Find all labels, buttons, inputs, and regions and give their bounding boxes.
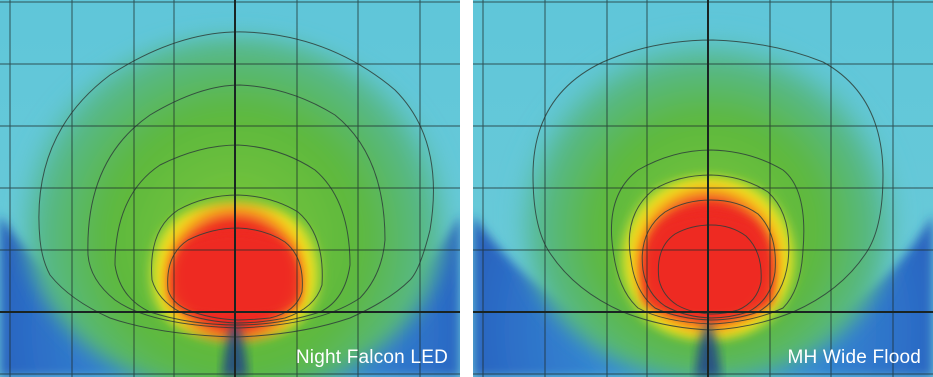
isolux-plot-right <box>473 0 933 377</box>
contour-4 <box>151 194 323 324</box>
grid-lines <box>473 0 933 377</box>
panel-label: MH Wide Flood <box>787 347 921 368</box>
axis-lines <box>473 0 933 377</box>
panel-mh-wide-flood: MH Wide Flood <box>473 0 933 377</box>
panel-label: Night Falcon LED <box>295 347 448 368</box>
grid-lines <box>0 0 460 377</box>
contour-5 <box>167 227 303 321</box>
contour-2 <box>87 84 386 329</box>
contour-3 <box>628 174 790 321</box>
contour-5 <box>657 224 762 315</box>
axis-lines <box>0 0 460 377</box>
contour-3 <box>114 144 351 326</box>
contour-outer <box>38 31 434 338</box>
panel-night-falcon-led: Night Falcon LED <box>0 0 460 377</box>
isolux-contours <box>38 31 434 338</box>
isolux-plot-left <box>0 0 460 377</box>
